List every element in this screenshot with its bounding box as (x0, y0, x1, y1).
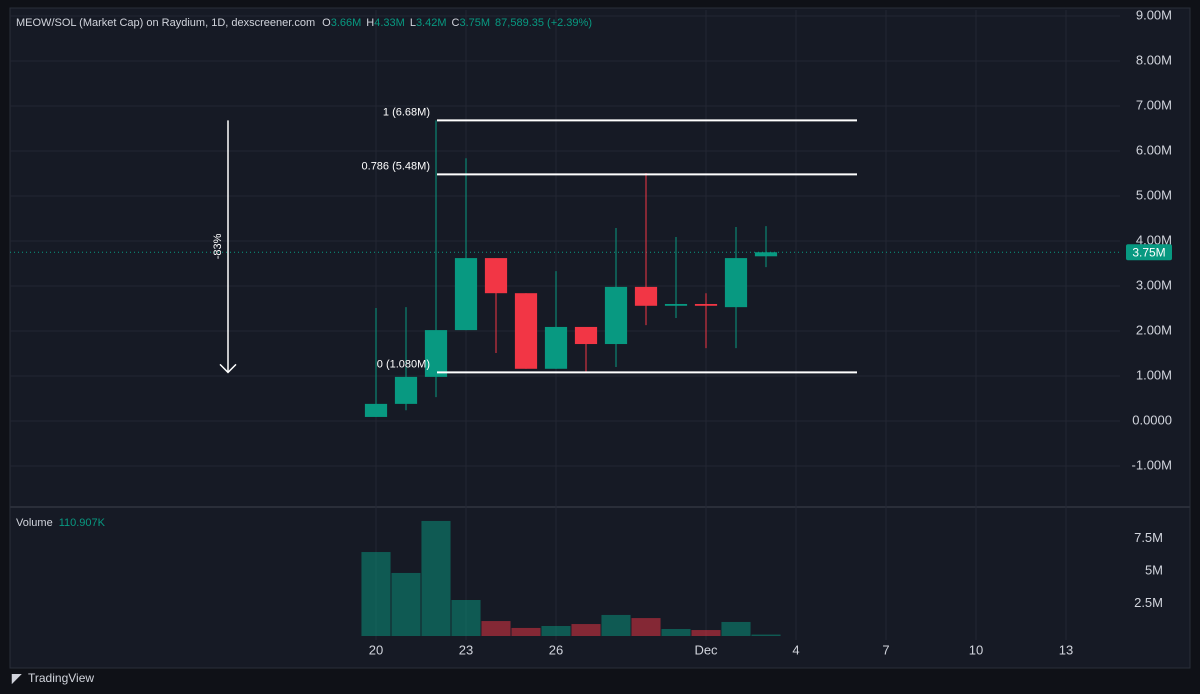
volume-bar (541, 625, 571, 637)
y-tick-label: 4.00M (1136, 232, 1172, 247)
volume-readout: 110.907K (59, 517, 106, 529)
fib-label: 0.786 (5.48M) (362, 160, 430, 172)
header-title: MEOW/SOL (Market Cap) on Raydium, 1D, de… (16, 17, 315, 29)
readout-key: C (452, 17, 460, 29)
candle-body (484, 258, 508, 294)
volume-tick-label: 7.5M (1134, 530, 1163, 545)
readout-key: O (322, 17, 331, 29)
candle-body (514, 293, 538, 369)
readout-value: 4.33M (374, 17, 405, 29)
brand: ◤ TradingView (11, 671, 94, 685)
readout-change: 87,589.35 (+2.39%) (495, 17, 592, 29)
volume-bar (751, 634, 781, 637)
candle-body (364, 403, 388, 417)
y-tick-label: 6.00M (1136, 142, 1172, 157)
brand-text: TradingView (28, 671, 94, 685)
x-tick-label: 10 (969, 642, 983, 657)
volume-bar (631, 618, 661, 637)
readout-key: H (366, 17, 374, 29)
range-arrowhead (219, 363, 237, 374)
volume-title: Volume (16, 517, 53, 529)
x-tick-label: 26 (549, 642, 563, 657)
candle-body (634, 286, 658, 306)
volume-bar (661, 628, 691, 637)
fib-label: 0 (1.080M) (377, 358, 430, 370)
y-tick-label: 0.0000 (1132, 412, 1172, 427)
volume-bar (571, 624, 601, 637)
candle-body (544, 326, 568, 369)
candle-body (424, 330, 448, 377)
y-tick-label: -1.00M (1132, 457, 1172, 472)
chart-panel (9, 7, 1191, 669)
header: MEOW/SOL (Market Cap) on Raydium, 1D, de… (16, 17, 592, 29)
readout-value: 3.66M (331, 17, 362, 29)
volume-bar (361, 552, 391, 637)
x-tick-label: 7 (882, 642, 889, 657)
candle-body (604, 286, 628, 345)
x-tick-label: 20 (369, 642, 383, 657)
volume-bar (511, 627, 541, 637)
last-price-label: 3.75M (1132, 245, 1165, 259)
readout-value: 3.42M (416, 17, 447, 29)
brand-icon: ◤ (11, 671, 22, 685)
last-price-box (1126, 244, 1172, 261)
candle-body (724, 258, 748, 308)
volume-bar (451, 599, 481, 637)
x-tick-label: 23 (459, 642, 473, 657)
y-tick-label: 1.00M (1136, 367, 1172, 382)
volume-header: Volume 110.907K (16, 517, 106, 529)
fib-label: 1 (6.68M) (383, 106, 430, 118)
y-tick-label: 7.00M (1136, 97, 1172, 112)
y-tick-label: 9.00M (1136, 7, 1172, 22)
readout-key: L (410, 17, 416, 29)
volume-tick-label: 5M (1145, 562, 1163, 577)
y-tick-label: 8.00M (1136, 52, 1172, 67)
candle-body (754, 252, 778, 257)
candle-body (574, 326, 598, 345)
volume-bar (421, 520, 451, 637)
readout-value: 3.75M (459, 17, 490, 29)
candle-body (694, 303, 718, 306)
candle-body (454, 258, 478, 331)
x-tick-label: Dec (694, 642, 718, 657)
y-tick-label: 3.00M (1136, 277, 1172, 292)
volume-tick-label: 2.5M (1134, 595, 1163, 610)
range-label: -83% (212, 233, 224, 259)
candle-body (664, 303, 688, 306)
candle-body (394, 376, 418, 404)
x-tick-label: 13 (1059, 642, 1073, 657)
volume-bar (721, 621, 751, 637)
y-tick-label: 2.00M (1136, 322, 1172, 337)
volume-bar (391, 572, 421, 637)
volume-bar (481, 621, 511, 637)
volume-bar (601, 614, 631, 637)
volume-bar (691, 630, 721, 637)
y-tick-label: 5.00M (1136, 187, 1172, 202)
x-tick-label: 4 (792, 642, 799, 657)
